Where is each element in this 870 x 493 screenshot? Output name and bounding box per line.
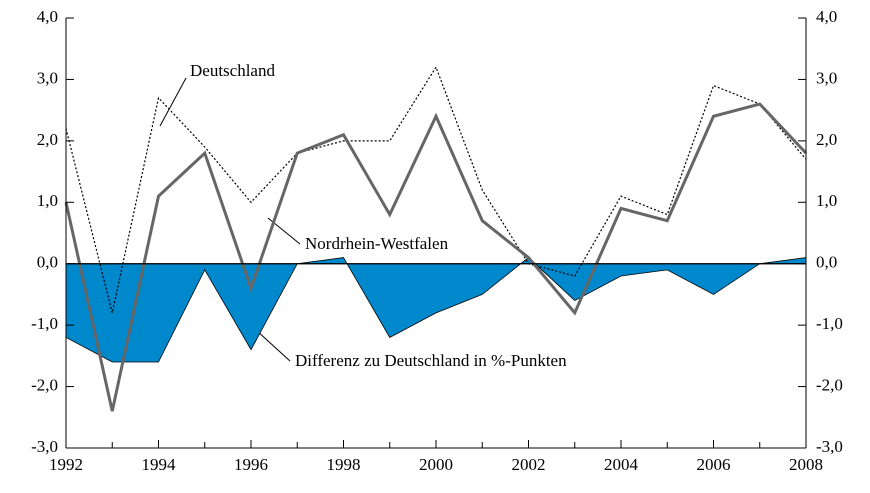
x-tick-label: 2000 <box>419 455 453 474</box>
y-tick-label: 0,0 <box>37 253 58 272</box>
series-label: Differenz zu Deutschland in %-Punkten <box>295 351 567 370</box>
x-tick-label: 2008 <box>789 455 823 474</box>
y2-tick-label: 1,0 <box>816 191 837 210</box>
y-tick-label: -1,0 <box>31 314 58 333</box>
area <box>65 257 807 363</box>
series-label: Deutschland <box>190 61 275 80</box>
series-label: Nordrhein-Westfalen <box>305 234 449 253</box>
leader-line <box>159 77 187 127</box>
annotations: Deutschland Nordrhein-Westfalen Differen… <box>159 61 567 370</box>
y2-tick-label: 3,0 <box>816 68 837 87</box>
y2-tick-label: 0,0 <box>816 253 837 272</box>
y2-tick-label: 2,0 <box>816 130 837 149</box>
y-tick-label: 1,0 <box>37 191 58 210</box>
y-tick-label: 4,0 <box>37 7 58 26</box>
x-tick-label: 1992 <box>49 455 83 474</box>
x-tick-label: 1998 <box>327 455 361 474</box>
y2-tick-label: -3,0 <box>816 437 843 456</box>
y-tick-label: -3,0 <box>31 437 58 456</box>
y2-tick-label: -2,0 <box>816 375 843 394</box>
x-tick-label: 2002 <box>512 455 546 474</box>
y-tick-label: 3,0 <box>37 68 58 87</box>
x-tick-label: 2004 <box>604 455 639 474</box>
x-tick-label: 1996 <box>234 455 268 474</box>
x-tick-label: 2006 <box>697 455 731 474</box>
y-tick-label: -2,0 <box>31 375 58 394</box>
y-tick-label: 2,0 <box>37 130 58 149</box>
leader-line <box>255 329 291 362</box>
y2-tick-label: -1,0 <box>816 314 843 333</box>
y2-tick-label: 4,0 <box>816 7 837 26</box>
line <box>64 102 808 412</box>
x-tick-label: 1994 <box>142 455 177 474</box>
